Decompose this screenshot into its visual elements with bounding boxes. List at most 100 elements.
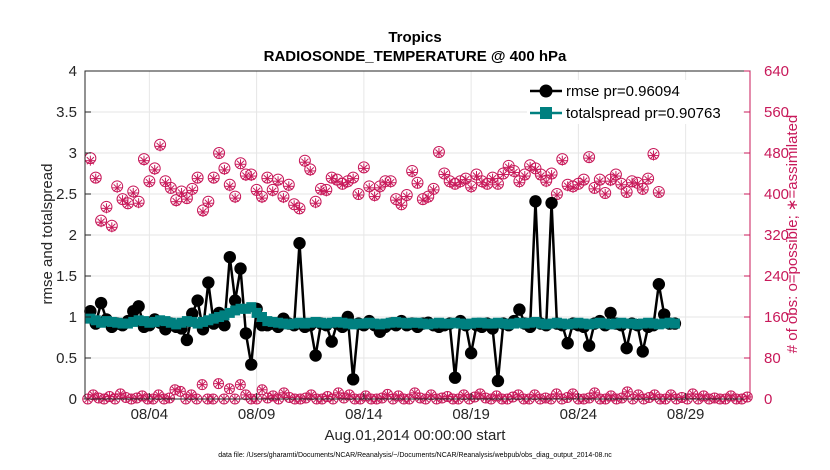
obs-assimilated-point bbox=[160, 177, 171, 188]
obs-assimilated-point bbox=[514, 177, 525, 188]
obs-low-possible-point bbox=[174, 385, 186, 397]
obs-assimilated-point bbox=[101, 203, 112, 214]
totalspread-point bbox=[305, 317, 316, 328]
obs-assimilated-point bbox=[122, 199, 133, 210]
y-tick-label: 1.5 bbox=[56, 268, 77, 285]
x-tick-label: 08/09 bbox=[238, 406, 276, 423]
obs-low-assimilated-point bbox=[622, 387, 632, 397]
totalspread-point bbox=[610, 318, 621, 329]
totalspread-point bbox=[385, 317, 396, 328]
legend-box bbox=[527, 80, 743, 124]
totalspread-point bbox=[230, 305, 241, 316]
obs-assimilated-point bbox=[535, 171, 546, 182]
totalspread-point bbox=[589, 318, 600, 329]
obs-assimilated-point bbox=[584, 153, 595, 164]
obs-assimilated-point bbox=[541, 177, 552, 188]
obs-low-assimilated-point bbox=[257, 385, 267, 395]
obs-assimilated-point bbox=[616, 179, 627, 190]
y-tick-label: 2 bbox=[69, 227, 77, 244]
totalspread-point bbox=[149, 316, 160, 327]
rmse-point bbox=[228, 294, 242, 307]
series-layer bbox=[82, 138, 753, 405]
obs-low-assimilated-point bbox=[459, 390, 469, 400]
totalspread-point bbox=[358, 318, 369, 329]
rmse-point bbox=[180, 333, 194, 347]
obs-low-possible-point bbox=[589, 387, 601, 399]
obs-assimilated-point bbox=[519, 171, 530, 182]
obs-assimilated-point bbox=[643, 174, 654, 185]
y2-tick-label: 0 bbox=[764, 391, 772, 408]
totalspread-point bbox=[627, 318, 638, 329]
series-line-rmse bbox=[89, 201, 675, 382]
obs-assimilated-point bbox=[310, 198, 321, 209]
rmse-point bbox=[202, 276, 215, 289]
totalspread-point bbox=[669, 318, 680, 329]
obs-assimilated-point bbox=[364, 182, 375, 193]
obs-assimilated-point bbox=[187, 185, 198, 196]
totalspread-point bbox=[455, 318, 466, 329]
totalspread-point bbox=[374, 319, 385, 330]
rmse-point bbox=[191, 294, 204, 307]
totalspread-point bbox=[621, 318, 632, 329]
obs-low-assimilated-point bbox=[115, 389, 125, 399]
obs-assimilated-point bbox=[637, 184, 648, 195]
totalspread-point bbox=[503, 319, 514, 330]
totalspread-point bbox=[401, 318, 412, 329]
rmse-point bbox=[346, 373, 360, 386]
totalspread-point bbox=[112, 317, 123, 328]
totalspread-point bbox=[278, 318, 289, 329]
totalspread-point bbox=[664, 317, 675, 328]
totalspread-point bbox=[471, 317, 482, 328]
totalspread-point bbox=[616, 317, 627, 328]
obs-assimilated-point bbox=[557, 155, 568, 166]
totalspread-point bbox=[246, 302, 257, 313]
obs-assimilated-point bbox=[492, 179, 503, 190]
totalspread-point bbox=[412, 317, 423, 328]
totalspread-point bbox=[289, 318, 300, 329]
y2-tick-label: 240 bbox=[764, 268, 789, 285]
rmse-point bbox=[529, 195, 542, 208]
rmse-point bbox=[491, 374, 505, 388]
obs-low-possible-point bbox=[163, 392, 175, 404]
totalspread-point bbox=[380, 318, 391, 329]
totalspread-point bbox=[348, 319, 359, 330]
obs-low-assimilated-point bbox=[164, 393, 174, 403]
totalspread-point bbox=[492, 317, 503, 328]
obs-low-assimilated-point bbox=[235, 380, 245, 390]
rmse-point bbox=[94, 296, 108, 310]
obs-assimilated-point bbox=[401, 191, 412, 202]
totalspread-point bbox=[407, 317, 418, 328]
obs-assimilated-point bbox=[181, 194, 192, 205]
totalspread-point bbox=[117, 318, 128, 329]
obs-assimilated-point bbox=[568, 182, 579, 193]
totalspread-point bbox=[648, 318, 659, 329]
obs-assimilated-point bbox=[267, 186, 278, 197]
x-tick-label: 08/14 bbox=[345, 406, 383, 423]
y2-tick-label: 160 bbox=[764, 309, 789, 326]
totalspread-point bbox=[353, 318, 364, 329]
obs-assimilated-point bbox=[412, 178, 423, 189]
obs-assimilated-point bbox=[509, 167, 520, 178]
totalspread-point bbox=[557, 318, 568, 329]
obs-assimilated-point bbox=[192, 173, 203, 184]
obs-low-assimilated-point bbox=[279, 388, 289, 398]
obs-assimilated-point bbox=[605, 176, 616, 187]
obs-assimilated-point bbox=[246, 171, 257, 182]
obs-assimilated-point bbox=[321, 186, 332, 197]
obs-assimilated-point bbox=[648, 150, 659, 161]
obs-assimilated-point bbox=[90, 173, 101, 184]
totalspread-point bbox=[85, 313, 96, 324]
obs-assimilated-point bbox=[653, 187, 664, 198]
totalspread-point bbox=[192, 318, 203, 329]
totalspread-point bbox=[240, 303, 251, 314]
totalspread-point bbox=[197, 316, 208, 327]
obs-assimilated-point bbox=[466, 182, 477, 193]
obs-assimilated-point bbox=[117, 195, 128, 206]
obs-assimilated-point bbox=[428, 184, 439, 195]
y2-tick-label: 560 bbox=[764, 104, 789, 121]
obs-assimilated-point bbox=[278, 193, 289, 204]
x-tick-label: 08/19 bbox=[452, 406, 490, 423]
totalspread-point bbox=[315, 317, 326, 328]
obs-assimilated-point bbox=[353, 190, 364, 201]
obs-low-possible-point bbox=[616, 392, 628, 404]
